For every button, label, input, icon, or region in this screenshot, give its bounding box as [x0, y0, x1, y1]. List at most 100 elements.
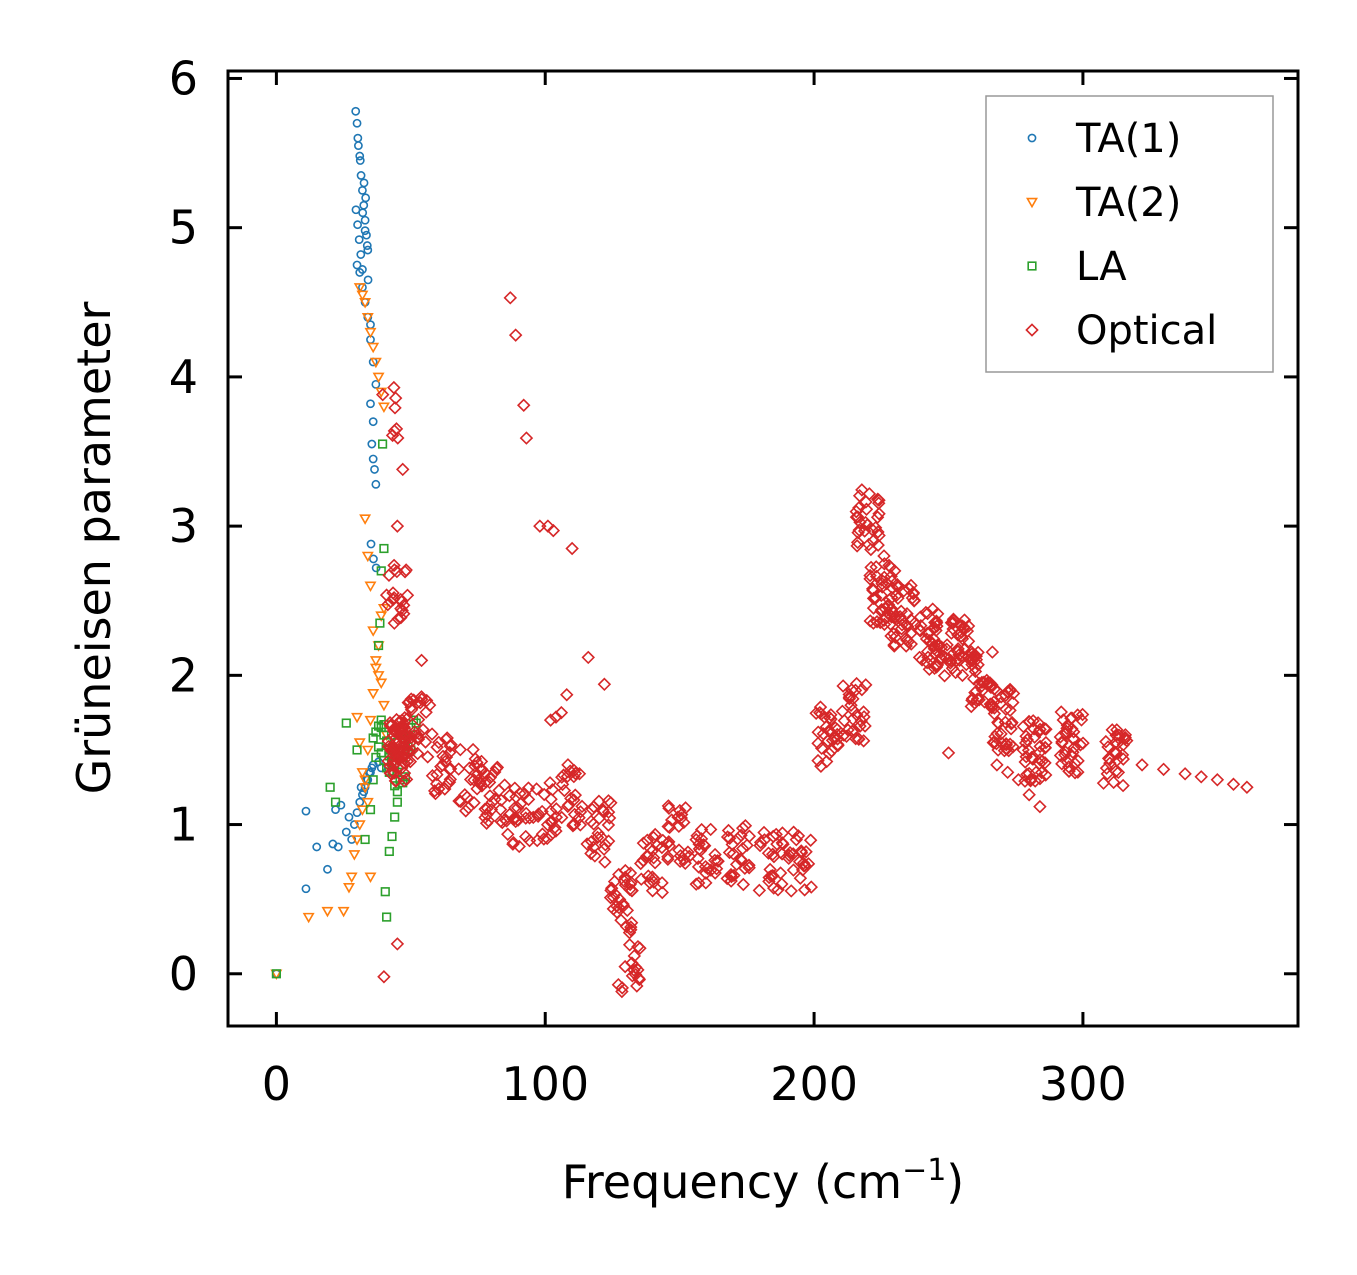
optical-point [919, 605, 933, 620]
y-tick-label: 6 [169, 51, 198, 105]
data-point [367, 688, 380, 700]
optical-point [1019, 729, 1033, 743]
optical-point [1004, 717, 1019, 731]
optical-point [672, 819, 686, 833]
optical-point [923, 633, 937, 648]
optical-point [625, 969, 640, 983]
optical-point [636, 853, 650, 868]
optical-point [727, 868, 741, 883]
data-point [353, 820, 366, 831]
optical-point [627, 949, 642, 963]
data-point [321, 906, 334, 918]
data-point [356, 805, 369, 816]
optical-point [1178, 767, 1192, 781]
data-point [375, 618, 385, 628]
optical-point [1226, 777, 1241, 791]
optical-point [824, 708, 838, 722]
optical-point [866, 616, 881, 630]
data-point [359, 298, 372, 309]
optical-point [645, 883, 660, 898]
data-point [359, 775, 372, 787]
optical-point [794, 844, 808, 858]
data-point [352, 745, 362, 755]
data-point [361, 797, 374, 809]
optical-point [949, 654, 963, 668]
data-point [301, 806, 311, 816]
legend: TA(1) TA(2) LA Optical [985, 95, 1274, 373]
optical-point [991, 716, 1006, 731]
optical-point [566, 817, 581, 832]
optical-point [1006, 695, 1020, 710]
data-point [271, 969, 281, 979]
optical-point [887, 638, 901, 652]
data-point [312, 842, 322, 852]
optical-point [1194, 770, 1208, 784]
optical-point [1099, 734, 1113, 749]
legend-item: TA(2) [1026, 180, 1181, 226]
data-point [345, 872, 358, 883]
data-point [355, 797, 365, 807]
optical-point [907, 593, 922, 607]
optical-point [814, 707, 828, 721]
optical-point [891, 591, 905, 605]
data-point [336, 800, 346, 810]
optical-point [742, 861, 756, 875]
optical-point [387, 753, 401, 768]
optical-point [473, 775, 487, 789]
optical-point [468, 752, 483, 766]
optical-point [535, 827, 550, 841]
optical-point [852, 523, 866, 537]
optical-point [384, 743, 398, 758]
optical-point [877, 557, 892, 571]
data-point [366, 399, 375, 409]
optical-point [1096, 776, 1111, 790]
optical-point [967, 696, 982, 710]
optical-point [914, 618, 928, 633]
x-tick-label: 300 [1039, 1057, 1127, 1111]
optical-point [937, 669, 952, 683]
data-point [368, 417, 378, 427]
optical-point [662, 835, 676, 849]
optical-point [1116, 778, 1130, 793]
optical-point [646, 851, 661, 865]
optical-point [1103, 756, 1117, 770]
optical-point [858, 719, 872, 733]
optical-point [1109, 764, 1123, 779]
optical-point [938, 650, 952, 664]
optical-point [545, 783, 560, 797]
data-point [361, 745, 374, 757]
optical-point [474, 754, 489, 769]
optical-point [849, 504, 863, 519]
data-point [392, 787, 402, 797]
optical-point [804, 880, 818, 894]
optical-point [850, 708, 864, 722]
legend-marker-diamond-icon [1025, 323, 1039, 337]
optical-point [1053, 730, 1068, 744]
optical-point [888, 630, 903, 644]
optical-point [866, 534, 880, 548]
optical-point [1004, 722, 1018, 736]
optical-point [729, 857, 744, 872]
optical-point [801, 857, 816, 871]
optical-point [678, 801, 693, 815]
optical-point [619, 919, 634, 934]
optical-point [1024, 750, 1039, 765]
data-point [353, 283, 366, 294]
optical-point [508, 328, 523, 342]
optical-point [871, 525, 885, 539]
optical-point [965, 653, 980, 668]
optical-point [964, 699, 979, 714]
optical-point [603, 890, 618, 905]
optical-point [411, 732, 426, 747]
optical-point [1156, 762, 1171, 777]
optical-point [850, 535, 865, 550]
optical-point [461, 800, 476, 815]
optical-point [1210, 773, 1225, 787]
optical-point [948, 665, 963, 680]
optical-point [793, 871, 808, 885]
optical-point [543, 713, 558, 727]
optical-point [897, 584, 911, 598]
data-point [368, 733, 378, 743]
optical-point [1060, 718, 1075, 733]
optical-point [761, 846, 776, 860]
